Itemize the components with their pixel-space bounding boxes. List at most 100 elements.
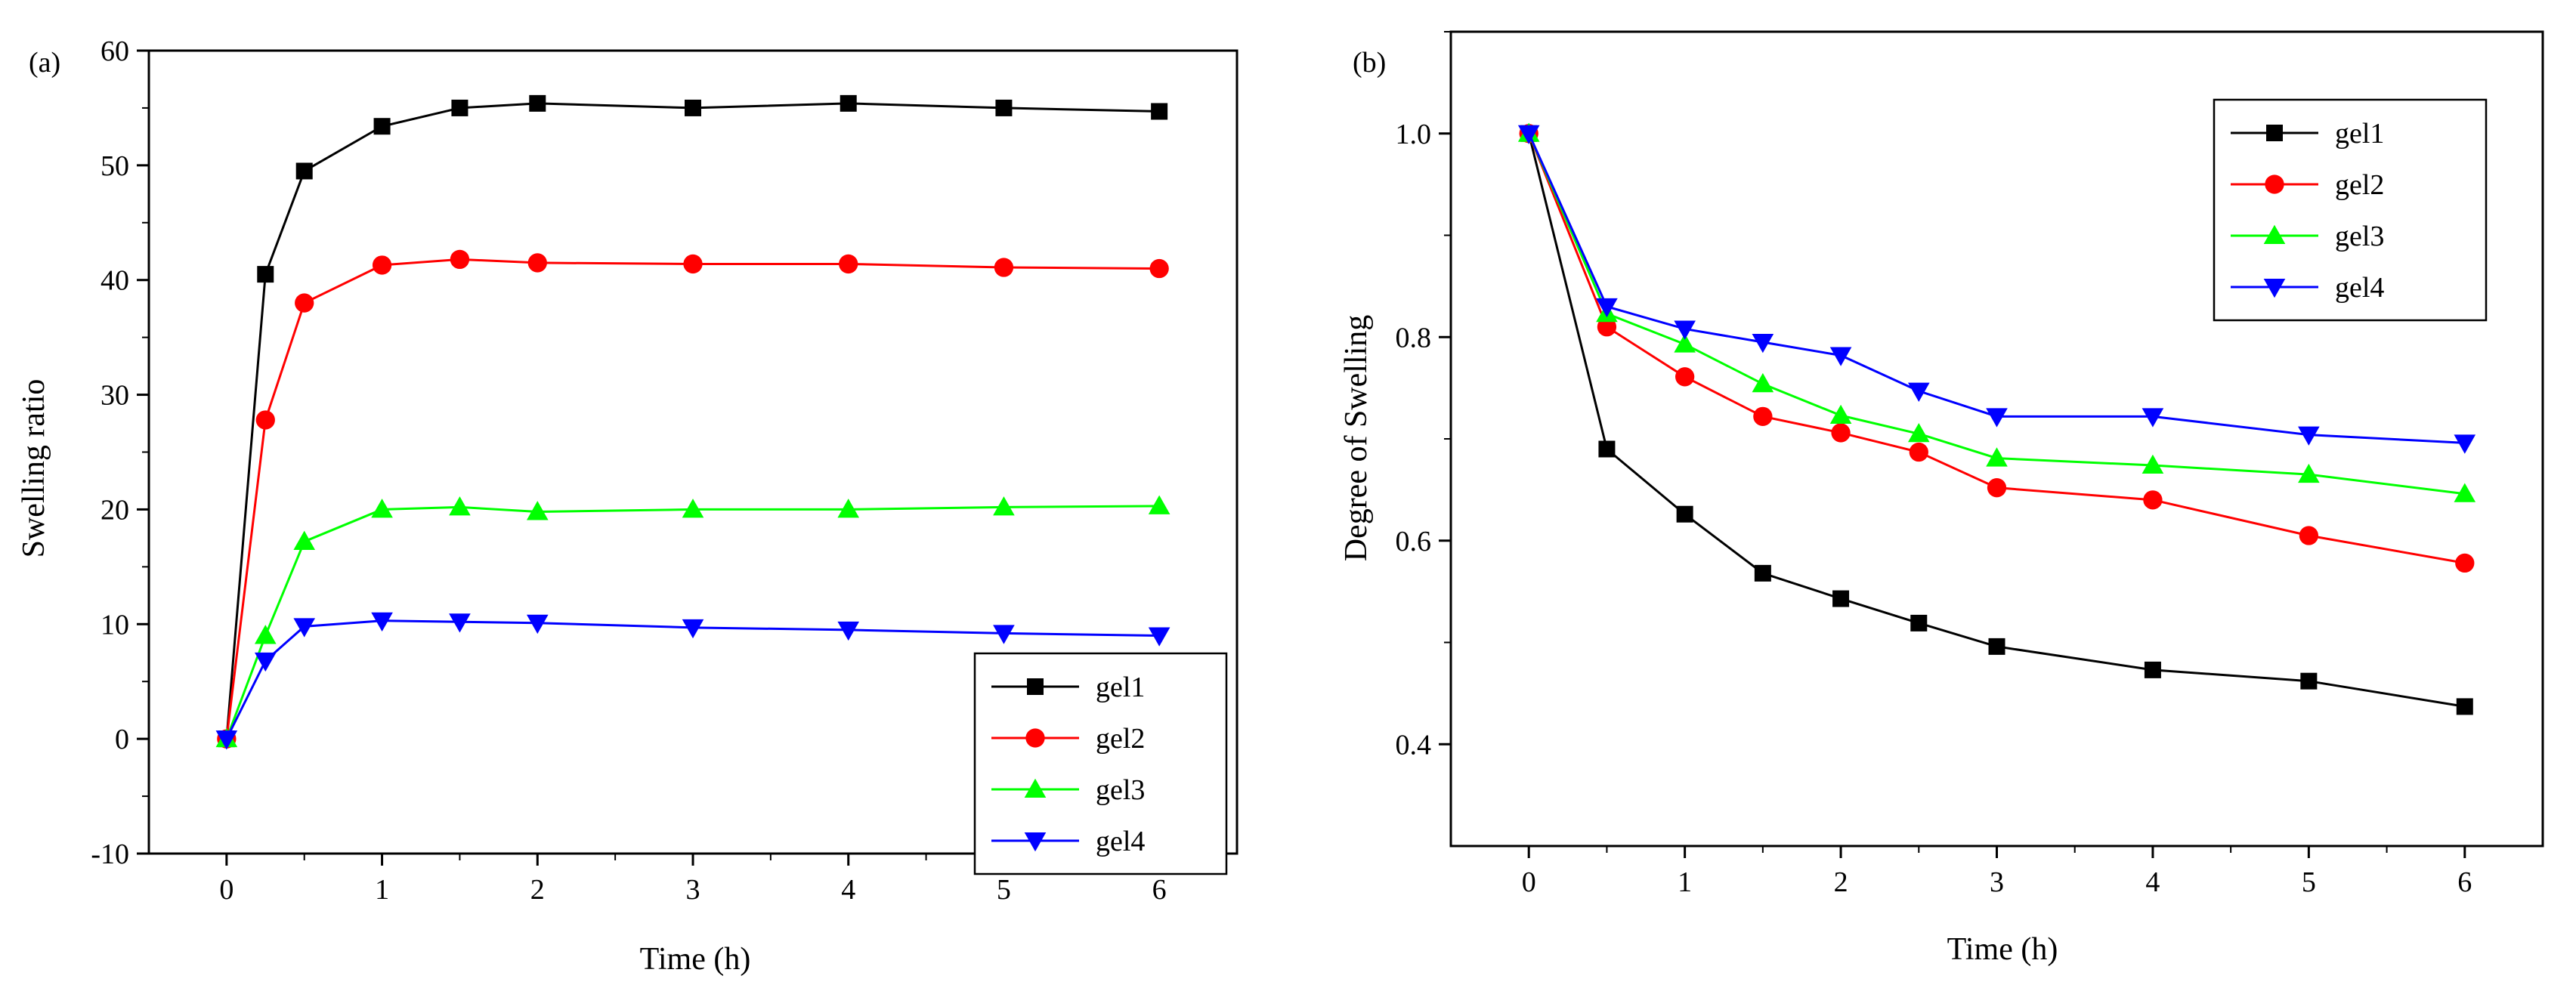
gel4-point <box>682 619 704 639</box>
series-gel4 <box>215 612 1170 750</box>
x-tick-label: 0 <box>1522 866 1536 898</box>
panel-a-x-axis-title: Time (h) <box>640 942 751 977</box>
legend-item-gel3: gel3 <box>2231 221 2384 252</box>
legend-marker <box>2263 279 2286 298</box>
x-tick-label: 0 <box>219 874 233 906</box>
legend-marker <box>1025 728 1045 748</box>
x-tick-label: 1 <box>375 874 389 906</box>
legend-label: gel4 <box>2335 272 2384 304</box>
gel4-point <box>526 614 549 635</box>
legend-label: gel4 <box>1096 826 1145 857</box>
gel4-line <box>1527 133 2465 444</box>
gel3-point <box>293 530 316 550</box>
gel1-point <box>529 94 546 112</box>
gel4-point <box>1907 382 1930 402</box>
gel2-point <box>839 254 858 274</box>
panel-b-degree-of-swelling-chart: (b) Degree of Swelling Time (h) 0 1 2 3 4 5 60… <box>1339 30 2544 967</box>
legend-item-gel2: gel2 <box>2231 169 2384 201</box>
gel1-point <box>2300 672 2318 690</box>
gel3-point <box>1674 333 1696 353</box>
y-tick-label: 60 <box>101 36 129 67</box>
gel4-line <box>225 619 1160 740</box>
series-gel1 <box>218 94 1168 748</box>
legend-box <box>973 652 1228 875</box>
panel-a-label: (a) <box>29 47 60 79</box>
legend-item-gel4: gel4 <box>2231 272 2384 304</box>
y-tick-label: 0 <box>115 724 129 755</box>
legend-label: gel3 <box>2335 221 2384 252</box>
gel1-point <box>1151 103 1168 120</box>
gel4-point <box>2454 434 2476 454</box>
gel2-point <box>372 255 392 275</box>
x-tick-label: 4 <box>2145 866 2160 898</box>
gel2-point <box>1753 406 1773 427</box>
series-gel3 <box>1517 122 2476 502</box>
gel2-point <box>2299 526 2319 545</box>
legend: gel1 gel2 gel3 gel4 <box>973 652 1228 875</box>
gel2-point <box>1909 442 1928 462</box>
gel3-point <box>1986 447 2008 467</box>
gel3-point <box>1148 495 1170 514</box>
gel2-point <box>1987 478 2007 498</box>
gel2-point <box>994 258 1014 277</box>
gel3-point <box>2142 454 2164 474</box>
panel-b-x-axis-title: Time (h) <box>1947 932 2058 967</box>
gel3-point <box>2298 463 2320 483</box>
gel4-point <box>2298 426 2320 446</box>
x-tick-label: 2 <box>1834 866 1848 898</box>
series-gel3 <box>215 495 1170 748</box>
y-tick-label: 0.4 <box>1396 729 1432 761</box>
gel3-point <box>449 496 471 516</box>
panel-b-plot-area: 0 1 2 3 4 5 6 0.4 0.6 0.8 1.0 gel1 gel2 gel3 gel4 <box>1396 30 2544 898</box>
y-tick-label: 50 <box>101 150 129 182</box>
y-tick-label: 1.0 <box>1396 119 1432 150</box>
legend-marker <box>1024 832 1047 852</box>
y-tick-label: 0.8 <box>1396 322 1432 354</box>
gel1-point <box>373 118 391 135</box>
gel3-point <box>1752 372 1774 393</box>
gel2-point <box>683 254 703 274</box>
legend-item-gel2: gel2 <box>991 723 1145 755</box>
x-tick-label: 1 <box>1678 866 1692 898</box>
gel3-point <box>682 499 704 518</box>
gel4-point <box>371 612 393 632</box>
y-tick-label: 10 <box>101 609 129 641</box>
gel4-point <box>1517 125 1540 145</box>
x-tick-label: 6 <box>1152 874 1167 906</box>
series-gel1 <box>1520 125 2473 715</box>
legend-item-gel1: gel1 <box>991 672 1145 703</box>
x-tick-label: 5 <box>2302 866 2316 898</box>
gel4-point <box>1148 627 1170 647</box>
gel3-point <box>371 499 393 518</box>
gel4-point <box>215 730 238 750</box>
gel3-point <box>2454 483 2476 502</box>
gel1-point <box>2456 698 2473 715</box>
gel1-line <box>1527 133 2466 708</box>
gel1-point <box>257 266 274 283</box>
legend-label: gel2 <box>1096 723 1145 755</box>
gel1-point <box>1598 440 1616 458</box>
gel1-point <box>1832 590 1850 607</box>
x-tick-label: 2 <box>530 874 545 906</box>
gel1-point <box>2144 661 2161 678</box>
legend-item-gel3: gel3 <box>991 774 1145 806</box>
panel-a-y-axis-title: Swelling ratio <box>17 379 51 558</box>
panel-a-plot-area: 0 1 2 3 4 5 6 -10 0 10 20 30 40 50 60 gel1 gel2 gel3 gel4 <box>91 36 1239 906</box>
gel3-point <box>254 625 277 644</box>
gel1-point <box>451 99 469 116</box>
y-tick-label: 0.6 <box>1396 526 1432 557</box>
gel2-line <box>1527 133 2466 564</box>
gel1-point <box>685 99 701 116</box>
gel4-point <box>254 652 277 672</box>
gel3-point <box>526 501 549 520</box>
legend: gel1 gel2 gel3 gel4 <box>2213 98 2488 322</box>
panel-a-swelling-ratio-chart: (a) Swelling ratio Time (h) 0 1 2 3 4 5 6 -10 0 1… <box>17 36 1239 977</box>
gel4-point <box>837 621 860 641</box>
legend-marker <box>2266 125 2283 141</box>
gel2-point <box>1675 367 1695 387</box>
gel4-point <box>449 613 471 633</box>
x-tick-label: 6 <box>2457 866 2472 898</box>
legend-label: gel3 <box>1096 774 1145 806</box>
gel1-point <box>295 162 313 180</box>
